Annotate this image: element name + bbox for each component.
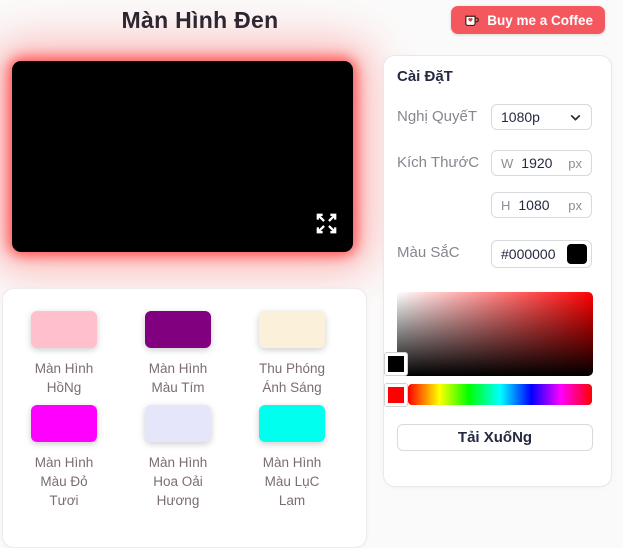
preview-screen[interactable] [12,61,353,252]
size-label: Kích ThướC [397,154,480,171]
preset-label: Màn Hình HồNg [34,361,94,395]
chevron-down-icon [569,111,582,124]
resolution-value: 1080p [501,109,540,125]
color-preview-chip [567,244,587,264]
width-value: 1920 [521,155,553,171]
hue-slider[interactable] [408,384,592,405]
width-input[interactable]: W 1920 px [491,150,592,176]
color-label: Màu SắC [397,244,460,261]
width-unit: px [568,155,582,171]
preset-screen-item[interactable]: Màn Hình Hoa Oải Hương [121,405,235,510]
color-hex-value: #000000 [501,246,556,262]
preset-label: Màn Hình Màu LụC Lam [262,455,322,508]
coffee-button-label: Buy me a Coffee [487,12,593,28]
height-input[interactable]: H 1080 px [491,192,592,218]
preset-grid: Màn Hình HồNg Màn Hình Màu Tím Thu Phóng… [3,289,366,510]
preset-color-swatch[interactable] [145,311,211,348]
preset-label: Màn Hình Màu Đỏ Tươi [34,455,94,508]
preset-color-swatch[interactable] [259,311,325,348]
preset-color-swatch[interactable] [31,311,97,348]
preset-label: Màn Hình Màu Tím [148,361,208,395]
fullscreen-expand-icon[interactable] [313,210,340,237]
preset-screen-item[interactable]: Màn Hình Màu Tím [121,311,235,397]
preset-color-swatch[interactable] [31,405,97,442]
settings-heading: Cài ĐặT [397,68,453,85]
preset-label: Màn Hình Hoa Oải Hương [148,455,208,508]
saturation-picker[interactable] [397,292,593,376]
height-value: 1080 [518,197,550,213]
preset-screen-item[interactable]: Thu Phóng Ánh Sáng [235,311,349,397]
preset-card: Màn Hình HồNg Màn Hình Màu Tím Thu Phóng… [2,288,367,548]
coffee-cup-icon [463,12,480,29]
preset-color-swatch[interactable] [259,405,325,442]
resolution-select[interactable]: 1080p [491,104,592,130]
preset-screen-item[interactable]: Màn Hình HồNg [7,311,121,397]
height-unit: px [568,197,582,213]
preset-label: Thu Phóng Ánh Sáng [258,361,326,395]
preset-screen-item[interactable]: Màn Hình Màu Đỏ Tươi [7,405,121,510]
preset-color-swatch[interactable] [145,405,211,442]
current-color-chip[interactable] [385,353,407,375]
settings-panel: Cài ĐặT Nghị QuyếT 1080p Kích ThướC W 19… [383,55,612,487]
hue-color-chip[interactable] [385,384,407,406]
preset-screen-item[interactable]: Màn Hình Màu LụC Lam [235,405,349,510]
page-title: Màn Hình Đen [121,7,279,33]
buy-me-a-coffee-button[interactable]: Buy me a Coffee [451,6,605,34]
color-hex-input[interactable]: #000000 [491,240,592,268]
width-prefix: W [501,155,514,171]
height-prefix: H [501,197,511,213]
resolution-label: Nghị QuyếT [397,108,478,125]
download-button[interactable]: Tải XuốNg [397,424,593,451]
